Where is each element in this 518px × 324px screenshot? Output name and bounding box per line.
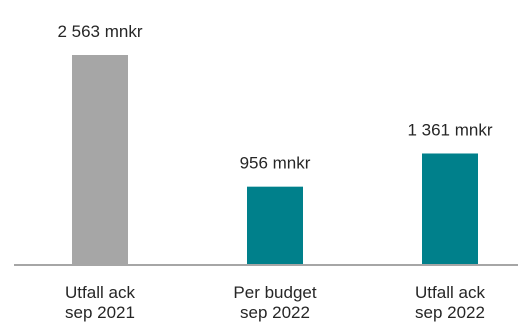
category-label-1-line-0: Per budget bbox=[233, 283, 316, 302]
data-label-2: 1 361 mnkr bbox=[407, 120, 492, 139]
bar-0 bbox=[72, 55, 128, 265]
bar-1 bbox=[247, 186, 303, 265]
category-label-2-line-1: sep 2022 bbox=[415, 303, 485, 322]
category-label-1-line-1: sep 2022 bbox=[240, 303, 310, 322]
bars-group bbox=[72, 55, 478, 265]
bar-2 bbox=[422, 153, 478, 265]
category-label-2-line-0: Utfall ack bbox=[415, 283, 485, 302]
data-label-0: 2 563 mnkr bbox=[57, 22, 142, 41]
data-label-1: 956 mnkr bbox=[240, 154, 311, 173]
category-label-0-line-1: sep 2021 bbox=[65, 303, 135, 322]
category-label-0-line-0: Utfall ack bbox=[65, 283, 135, 302]
data-labels-group: 2 563 mnkr 956 mnkr 1 361 mnkr bbox=[57, 22, 492, 173]
